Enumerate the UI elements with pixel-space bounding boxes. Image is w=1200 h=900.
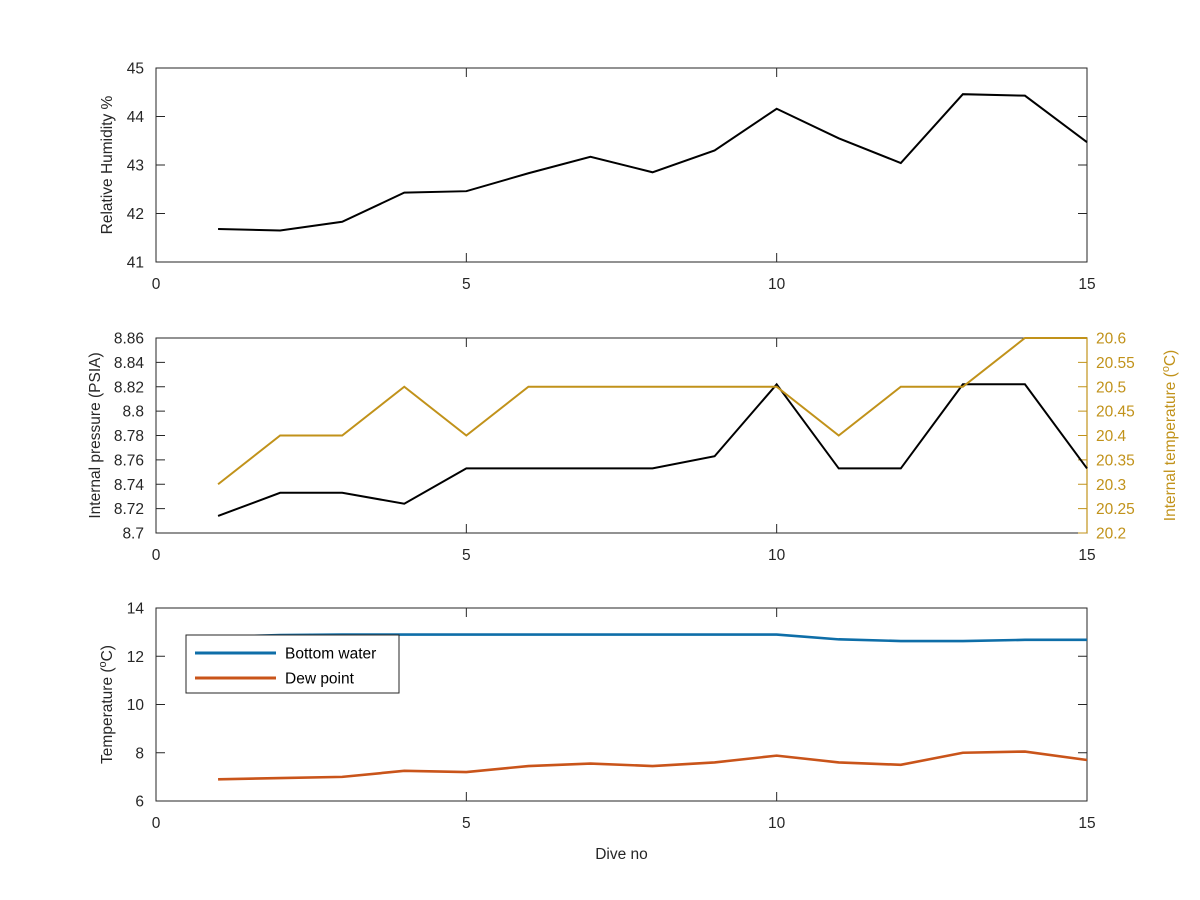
- x-tick-label: 15: [1078, 815, 1095, 832]
- y-tick-label-right: 20.3: [1096, 477, 1126, 494]
- x-tick-label: 5: [462, 276, 471, 293]
- x-tick-label: 15: [1078, 276, 1095, 293]
- x-tick-label: 0: [152, 547, 161, 564]
- y-tick-label-right: 20.35: [1096, 452, 1135, 469]
- y-tick-label: 8.72: [114, 501, 144, 518]
- x-tick-label: 5: [462, 815, 471, 832]
- subplot-2: 0 5 10 15 8.7 8.72 8.74 8.76 8.78 8.8 8.82 8.84 8.86…: [87, 331, 1179, 565]
- y-tick-label: 45: [127, 61, 144, 78]
- y-axis-label: Relative Humidity %: [99, 95, 116, 234]
- y-tick-label: 8.76: [114, 452, 144, 469]
- x-tick-label: 10: [768, 815, 786, 832]
- x-tick-label: 5: [462, 547, 471, 564]
- y-tick-label-right: 20.6: [1096, 331, 1126, 348]
- y-tick-label-right: 20.2: [1096, 526, 1126, 543]
- series-line-1: [217, 382, 1088, 517]
- y-tick-label: 8: [135, 745, 144, 762]
- y-axis-label: Internal pressure (PSIA): [87, 352, 104, 518]
- y-tick-label: 8.7: [122, 526, 144, 543]
- x-tick-label: 15: [1078, 547, 1095, 564]
- series-line-dew-point: [218, 750, 1088, 781]
- y-tick-label-right: 20.4: [1096, 428, 1127, 445]
- y-tick-label: 6: [135, 794, 144, 811]
- y-tick-label-right: 20.55: [1096, 355, 1135, 372]
- y-axis-label-right: Internal temperature (oC): [1160, 350, 1179, 521]
- y-tick-label-right: 20.45: [1096, 404, 1135, 421]
- y-tick-label: 8.84: [114, 355, 145, 372]
- x-tick-label: 0: [152, 815, 161, 832]
- y-tick-label-right: 20.25: [1096, 501, 1135, 518]
- legend-box: [185, 634, 400, 694]
- x-tick-label: 10: [768, 547, 786, 564]
- y-tick-label: 10: [127, 697, 145, 714]
- x-tick-label: 10: [768, 276, 786, 293]
- legend-label: Bottom water: [285, 646, 376, 663]
- x-tick-label: 0: [152, 276, 161, 293]
- y-tick-label-right: 20.5: [1096, 379, 1126, 396]
- x-axis-label: Dive no: [595, 846, 648, 863]
- series-line-1: [218, 93, 1088, 232]
- y-tick-label: 8.78: [114, 428, 144, 445]
- y-tick-label: 8.74: [114, 477, 145, 494]
- series-line-2: [217, 337, 1087, 486]
- y-tick-label: 8.8: [122, 404, 144, 421]
- y-tick-label: 8.86: [114, 331, 144, 348]
- y-tick-label: 8.82: [114, 379, 144, 396]
- legend-label: Dew point: [285, 671, 355, 688]
- y-tick-label: 12: [127, 649, 144, 666]
- y-axis-label: Temperature (oC): [97, 645, 116, 764]
- y-tick-label: 41: [127, 255, 144, 272]
- legend: Bottom water Dew point: [185, 634, 400, 694]
- y-tick-label: 43: [127, 158, 144, 175]
- y-tick-label: 14: [127, 601, 145, 618]
- subplot-1: 0 5 10 15 41 42 43 44 45 Relative Humidity %: [99, 61, 1096, 294]
- y-tick-label: 42: [127, 206, 144, 223]
- subplot-3: 0 5 10 15 6 8 10 12 14 Temperature (oC) Dive no Bot…: [97, 601, 1096, 864]
- y-tick-label: 44: [127, 109, 145, 126]
